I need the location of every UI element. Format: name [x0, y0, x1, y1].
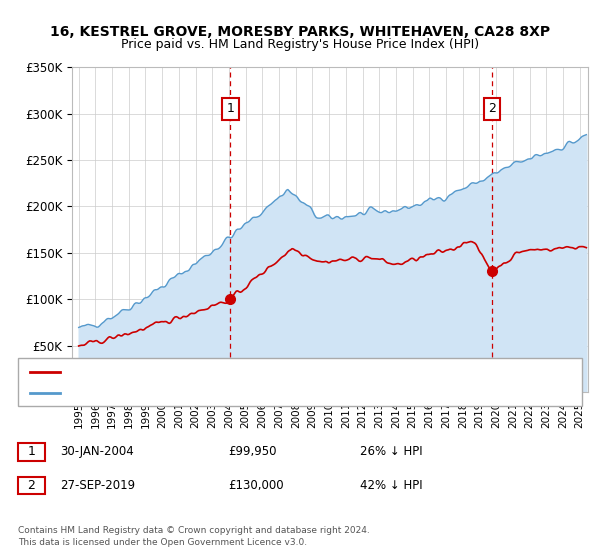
Text: 26% ↓ HPI: 26% ↓ HPI	[360, 445, 422, 459]
Text: 30-JAN-2004: 30-JAN-2004	[60, 445, 134, 459]
Text: £130,000: £130,000	[228, 479, 284, 492]
Text: Contains HM Land Registry data © Crown copyright and database right 2024.: Contains HM Land Registry data © Crown c…	[18, 526, 370, 535]
Text: 16, KESTREL GROVE, MORESBY PARKS, WHITEHAVEN, CA28 8XP (detached house): 16, KESTREL GROVE, MORESBY PARKS, WHITEH…	[69, 367, 496, 377]
Text: 2: 2	[488, 102, 496, 115]
Text: £99,950: £99,950	[228, 445, 277, 459]
Text: HPI: Average price, detached house, Cumberland: HPI: Average price, detached house, Cumb…	[69, 388, 326, 398]
Text: Price paid vs. HM Land Registry's House Price Index (HPI): Price paid vs. HM Land Registry's House …	[121, 38, 479, 50]
Text: This data is licensed under the Open Government Licence v3.0.: This data is licensed under the Open Gov…	[18, 538, 307, 547]
Text: 1: 1	[28, 445, 35, 459]
Text: 16, KESTREL GROVE, MORESBY PARKS, WHITEHAVEN, CA28 8XP: 16, KESTREL GROVE, MORESBY PARKS, WHITEH…	[50, 25, 550, 39]
Text: 27-SEP-2019: 27-SEP-2019	[60, 479, 135, 492]
Text: 2: 2	[28, 479, 35, 492]
Text: 42% ↓ HPI: 42% ↓ HPI	[360, 479, 422, 492]
Text: 1: 1	[226, 102, 234, 115]
